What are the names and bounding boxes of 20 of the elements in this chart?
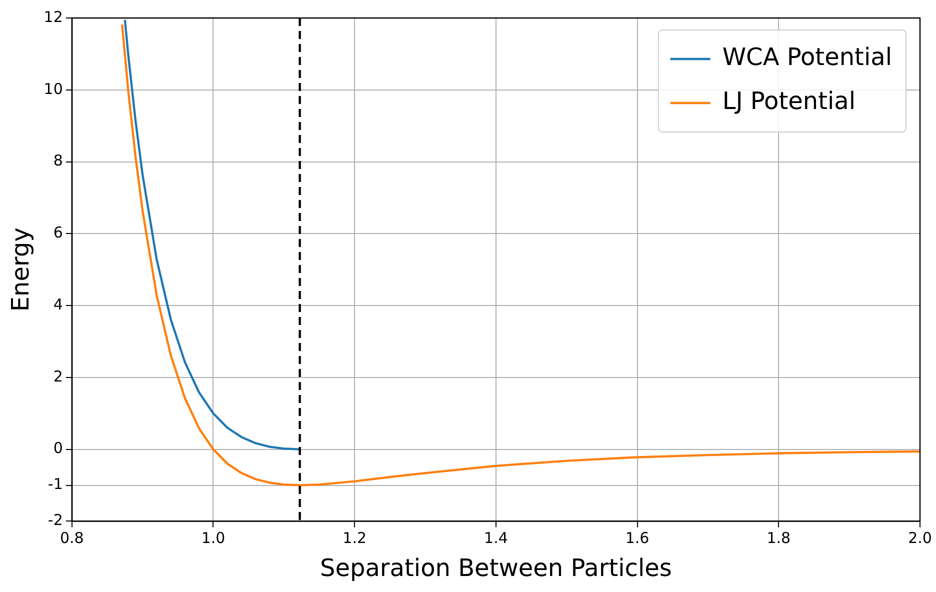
y-tick-label: 12	[44, 8, 63, 26]
y-tick-label: 10	[44, 80, 63, 98]
x-tick-label: 1.4	[484, 529, 508, 548]
x-tick-label: 1.8	[766, 529, 791, 548]
x-axis-title: Separation Between Particles	[320, 554, 672, 582]
y-axis-title: Energy	[6, 228, 35, 312]
legend-label: WCA Potential	[722, 43, 892, 72]
x-tick-label: 1.0	[201, 529, 226, 548]
legend-label: LJ Potential	[722, 87, 856, 116]
x-tick-label: 1.2	[342, 529, 367, 548]
y-tick-label: -2	[48, 511, 63, 530]
y-tick-label: 0	[53, 439, 63, 458]
x-tick-label: 2.0	[908, 529, 932, 548]
y-tick-label: 8	[53, 152, 63, 170]
y-tick-label: -1	[48, 475, 63, 494]
x-tick-label: 1.6	[625, 529, 650, 548]
x-tick-label: 0.8	[60, 529, 84, 548]
y-tick-label: 4	[53, 295, 63, 314]
y-tick-label: 6	[53, 224, 63, 242]
y-tick-label: 2	[53, 367, 63, 386]
